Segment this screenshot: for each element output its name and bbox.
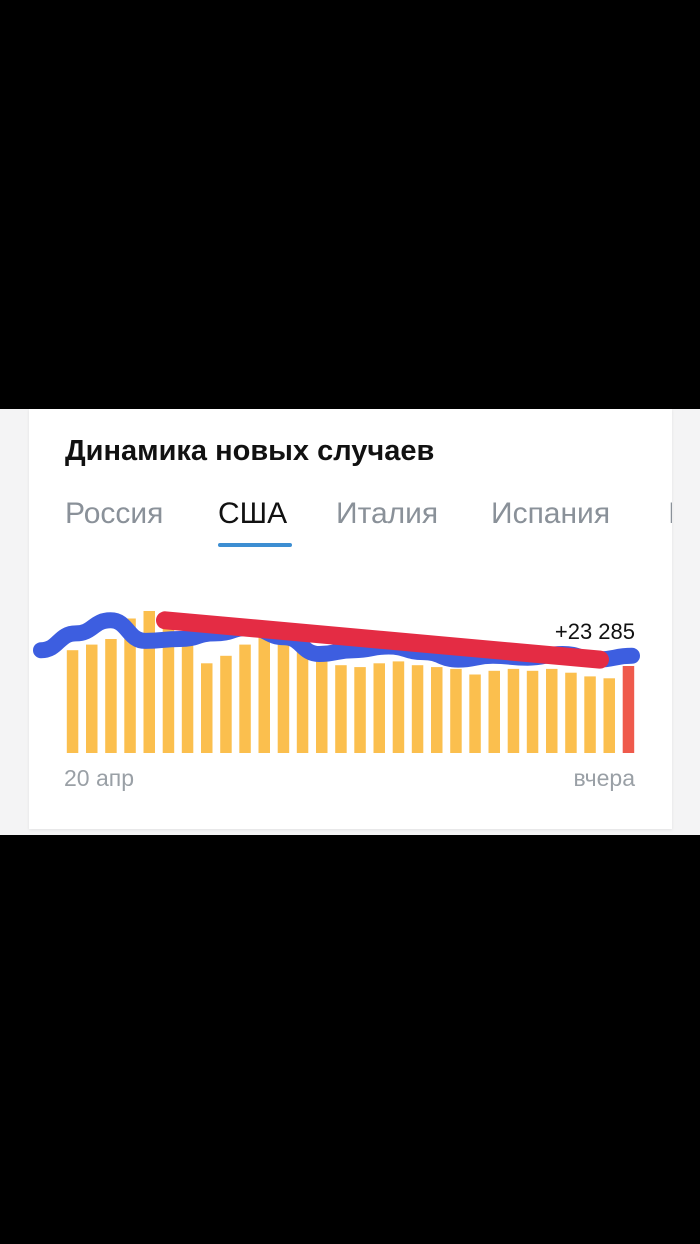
bar [124,618,136,753]
bar [354,667,366,753]
bar [392,661,405,753]
bar [565,672,577,753]
bar [296,633,309,753]
bar [603,678,615,753]
tab-spain[interactable]: Испания [491,497,611,530]
tab-italy[interactable]: Италия [336,497,439,530]
tab-russia[interactable]: Россия [65,497,164,530]
bar [181,639,194,753]
bar [277,625,290,753]
bar [431,667,443,753]
x-end-label: вчера [573,765,635,791]
active-tab-underline [218,543,292,547]
bar [143,611,155,753]
bar [373,663,385,753]
bar [86,644,98,753]
last-value-label: +23 285 [555,619,635,644]
bar [507,668,520,753]
bar [66,650,79,753]
bar [239,644,251,753]
red-trend-annotation [156,611,609,669]
new-cases-chart: +23 285 20 апр вчера [33,611,640,791]
bar [526,670,539,753]
new-cases-card: Динамика новых случаев Россия США Италия… [29,409,672,829]
bar [584,676,596,753]
bar [162,625,175,753]
bar [411,665,424,753]
bar [201,663,213,753]
bar [258,635,270,753]
bar [488,670,500,753]
bars [66,611,635,753]
bar [546,668,558,753]
bar [469,674,481,753]
bar [450,668,462,753]
tab-next-partial[interactable]: I [668,497,672,531]
bar [316,648,328,753]
bar [220,655,232,753]
bar [105,639,117,753]
card-title: Динамика новых случаев [65,435,435,467]
x-start-label: 20 апр [64,765,134,791]
country-tabs: Россия США Италия Испания I [65,497,672,547]
tab-usa[interactable]: США [218,497,288,530]
bar-last [622,666,635,753]
bar [335,665,347,753]
